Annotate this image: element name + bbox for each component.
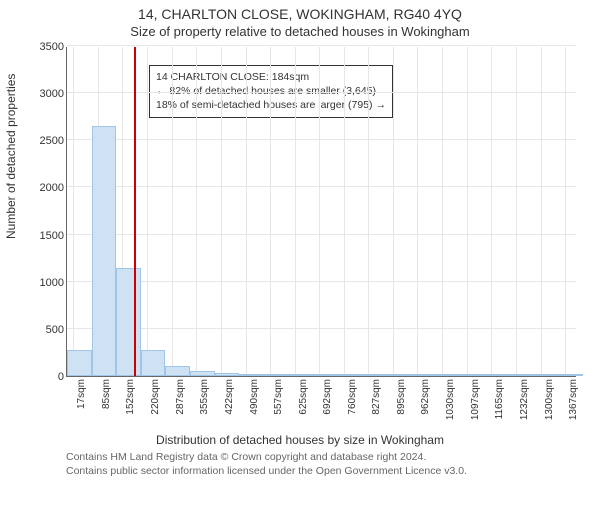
x-tick-label: 895sqm	[396, 379, 407, 429]
annotation-line1: 14 CHARLTON CLOSE: 184sqm	[156, 70, 386, 84]
x-tick-label: 287sqm	[175, 379, 186, 429]
gridline-h	[67, 186, 576, 187]
gridline-v	[221, 47, 222, 376]
histogram-bar	[165, 366, 190, 376]
x-tick-label: 827sqm	[371, 379, 382, 429]
footer-line2: Contains public sector information licen…	[66, 465, 592, 479]
x-tick-label: 152sqm	[125, 379, 136, 429]
gridline-h	[67, 139, 576, 140]
x-tick-label: 625sqm	[298, 379, 309, 429]
gridline-v	[541, 47, 542, 376]
x-tick-label: 490sqm	[249, 379, 260, 429]
y-tick-label: 0	[14, 371, 64, 383]
gridline-v	[270, 47, 271, 376]
gridline-v	[516, 47, 517, 376]
annotation-line3: 18% of semi-detached houses are larger (…	[156, 98, 386, 112]
x-tick-label: 355sqm	[199, 379, 210, 429]
footer-attribution: Contains HM Land Registry data © Crown c…	[0, 449, 600, 478]
x-tick-label: 692sqm	[322, 379, 333, 429]
x-tick-label: 1300sqm	[544, 379, 555, 429]
gridline-v	[344, 47, 345, 376]
x-tick-label: 85sqm	[101, 379, 112, 429]
histogram-bar	[141, 350, 166, 376]
y-tick-label: 2500	[14, 135, 64, 147]
property-marker-line	[134, 47, 136, 376]
histogram-bar	[436, 374, 461, 376]
gridline-v	[393, 47, 394, 376]
y-tick-label: 3000	[14, 88, 64, 100]
x-tick-label: 17sqm	[76, 379, 87, 429]
histogram-bar	[116, 268, 141, 376]
chart-titles: 14, CHARLTON CLOSE, WOKINGHAM, RG40 4YQ …	[0, 6, 600, 39]
histogram-bar	[510, 374, 535, 376]
x-tick-label: 557sqm	[273, 379, 284, 429]
title-subtitle: Size of property relative to detached ho…	[0, 24, 600, 39]
x-tick-label: 760sqm	[347, 379, 358, 429]
x-tick-label: 1030sqm	[445, 379, 456, 429]
gridline-v	[196, 47, 197, 376]
footer-line1: Contains HM Land Registry data © Crown c…	[66, 451, 592, 465]
histogram-bar	[288, 374, 313, 376]
histogram-bar	[190, 371, 215, 376]
gridline-v	[147, 47, 148, 376]
chart-area: Number of detached properties 14 CHARLTO…	[0, 39, 600, 449]
y-tick-label: 2000	[14, 182, 64, 194]
x-tick-label: 962sqm	[420, 379, 431, 429]
plot-region: 14 CHARLTON CLOSE: 184sqm ← 82% of detac…	[66, 47, 576, 377]
x-tick-label: 1232sqm	[519, 379, 530, 429]
gridline-h	[67, 92, 576, 93]
gridline-h	[67, 234, 576, 235]
x-tick-label: 422sqm	[224, 379, 235, 429]
y-tick-label: 1500	[14, 230, 64, 242]
gridline-v	[417, 47, 418, 376]
histogram-bar	[239, 374, 264, 376]
y-tick-label: 1000	[14, 277, 64, 289]
x-axis-label: Distribution of detached houses by size …	[156, 433, 444, 447]
histogram-bar	[215, 373, 240, 376]
histogram-bar	[264, 374, 289, 376]
histogram-bar	[460, 374, 485, 376]
gridline-v	[172, 47, 173, 376]
histogram-bar	[92, 126, 117, 376]
title-address: 14, CHARLTON CLOSE, WOKINGHAM, RG40 4YQ	[0, 6, 600, 22]
x-tick-label: 220sqm	[150, 379, 161, 429]
gridline-v	[491, 47, 492, 376]
y-tick-label: 500	[14, 324, 64, 336]
histogram-bar	[485, 374, 510, 376]
histogram-bar	[313, 374, 338, 376]
histogram-bar	[67, 350, 92, 376]
histogram-bar	[534, 374, 559, 376]
y-tick-label: 3500	[14, 41, 64, 53]
histogram-bar	[337, 374, 362, 376]
gridline-v	[565, 47, 566, 376]
gridline-h	[67, 328, 576, 329]
x-tick-label: 1367sqm	[568, 379, 579, 429]
histogram-bar	[411, 374, 436, 376]
gridline-v	[368, 47, 369, 376]
histogram-bar	[362, 374, 387, 376]
gridline-v	[73, 47, 74, 376]
gridline-v	[295, 47, 296, 376]
gridline-v	[467, 47, 468, 376]
gridline-v	[246, 47, 247, 376]
x-tick-label: 1165sqm	[494, 379, 505, 429]
histogram-bar	[387, 374, 412, 376]
gridline-h	[67, 45, 576, 46]
x-tick-label: 1097sqm	[470, 379, 481, 429]
gridline-v	[442, 47, 443, 376]
histogram-bar	[559, 374, 584, 376]
gridline-h	[67, 281, 576, 282]
gridline-v	[319, 47, 320, 376]
